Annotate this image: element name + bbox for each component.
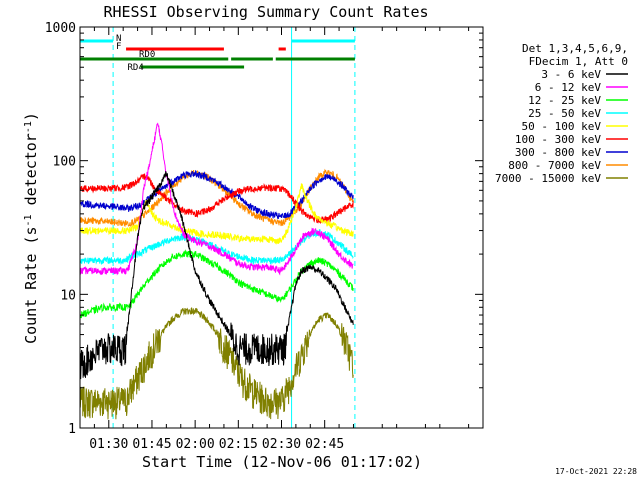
x-tick-label: 02:30 (262, 437, 301, 452)
legend-header: FDecim 1, Att 0 (529, 55, 628, 68)
legend-entry-label: 6 - 12 keV (535, 81, 602, 94)
series-line (79, 183, 354, 245)
legend-entry-label: 25 - 50 keV (528, 107, 601, 120)
flag-bar-segment (80, 57, 229, 61)
y-axis-label-superscript: -1 (23, 214, 34, 226)
series-line (79, 170, 354, 380)
x-axis: 01:30 01:45 02:00 02:15 02:30 02:45 (89, 27, 470, 452)
y-axis-label-part: ) (22, 112, 40, 121)
flag-bar-segment (275, 57, 355, 61)
y-tick-label: 100 (53, 155, 76, 170)
legend-entry-label: 800 - 7000 keV (508, 159, 601, 172)
x-tick-label: 01:30 (89, 437, 128, 452)
legend-entry-label: 12 - 25 keV (528, 94, 601, 107)
x-tick-label: 01:45 (132, 437, 171, 452)
y-axis-label-superscript: -1 (23, 121, 34, 133)
legend-header: Det 1,3,4,5,6,9, (522, 42, 628, 55)
y-axis-label-part: Count Rate (s (22, 227, 40, 344)
series-line (79, 173, 354, 225)
flag-bar-segment (140, 65, 245, 69)
flag-label: RD4 (127, 63, 143, 73)
y-tick-label: 1000 (45, 21, 76, 36)
series-line (79, 169, 354, 220)
flag-label: F (116, 42, 121, 52)
series-line (79, 249, 354, 319)
legend: Det 1,3,4,5,6,9,FDecim 1, Att 03 - 6 keV… (495, 42, 628, 185)
x-axis-label: Start Time (12-Nov-06 01:17:02) (142, 453, 422, 471)
series-line (79, 306, 354, 420)
legend-entry-label: 50 - 100 keV (522, 120, 602, 133)
flag-bar-segment (126, 47, 224, 51)
y-tick-label: 1 (68, 422, 76, 437)
flag-bar-segment (291, 39, 355, 43)
flag-bar-segment (80, 39, 114, 43)
y-axis: 1 10 100 1000 (45, 21, 483, 437)
flag-bar-segment (278, 47, 286, 51)
series-line (79, 122, 354, 276)
legend-entry-label: 100 - 300 keV (515, 133, 601, 146)
y-tick-label: 10 (60, 288, 76, 303)
y-axis-label: Count Rate (s-1 detector-1) (22, 112, 40, 344)
y-axis-label-part: detector (22, 133, 40, 214)
x-tick-label: 02:15 (219, 437, 258, 452)
chart-title: RHESSI Observing Summary Count Rates (103, 3, 428, 21)
generation-timestamp: 17-Oct-2021 22:28 (555, 467, 637, 476)
legend-entry-label: 3 - 6 keV (541, 68, 601, 81)
flag-label: RD0 (139, 50, 155, 60)
flag-label: N (116, 34, 121, 44)
flag-bar-segment (231, 57, 273, 61)
x-tick-label: 02:00 (176, 437, 215, 452)
legend-entry-label: 7000 - 15000 keV (495, 172, 601, 185)
x-tick-label: 02:45 (305, 437, 344, 452)
plot-area: NF RD0 RD4 (79, 27, 356, 428)
legend-entry-label: 300 - 800 keV (515, 146, 601, 159)
